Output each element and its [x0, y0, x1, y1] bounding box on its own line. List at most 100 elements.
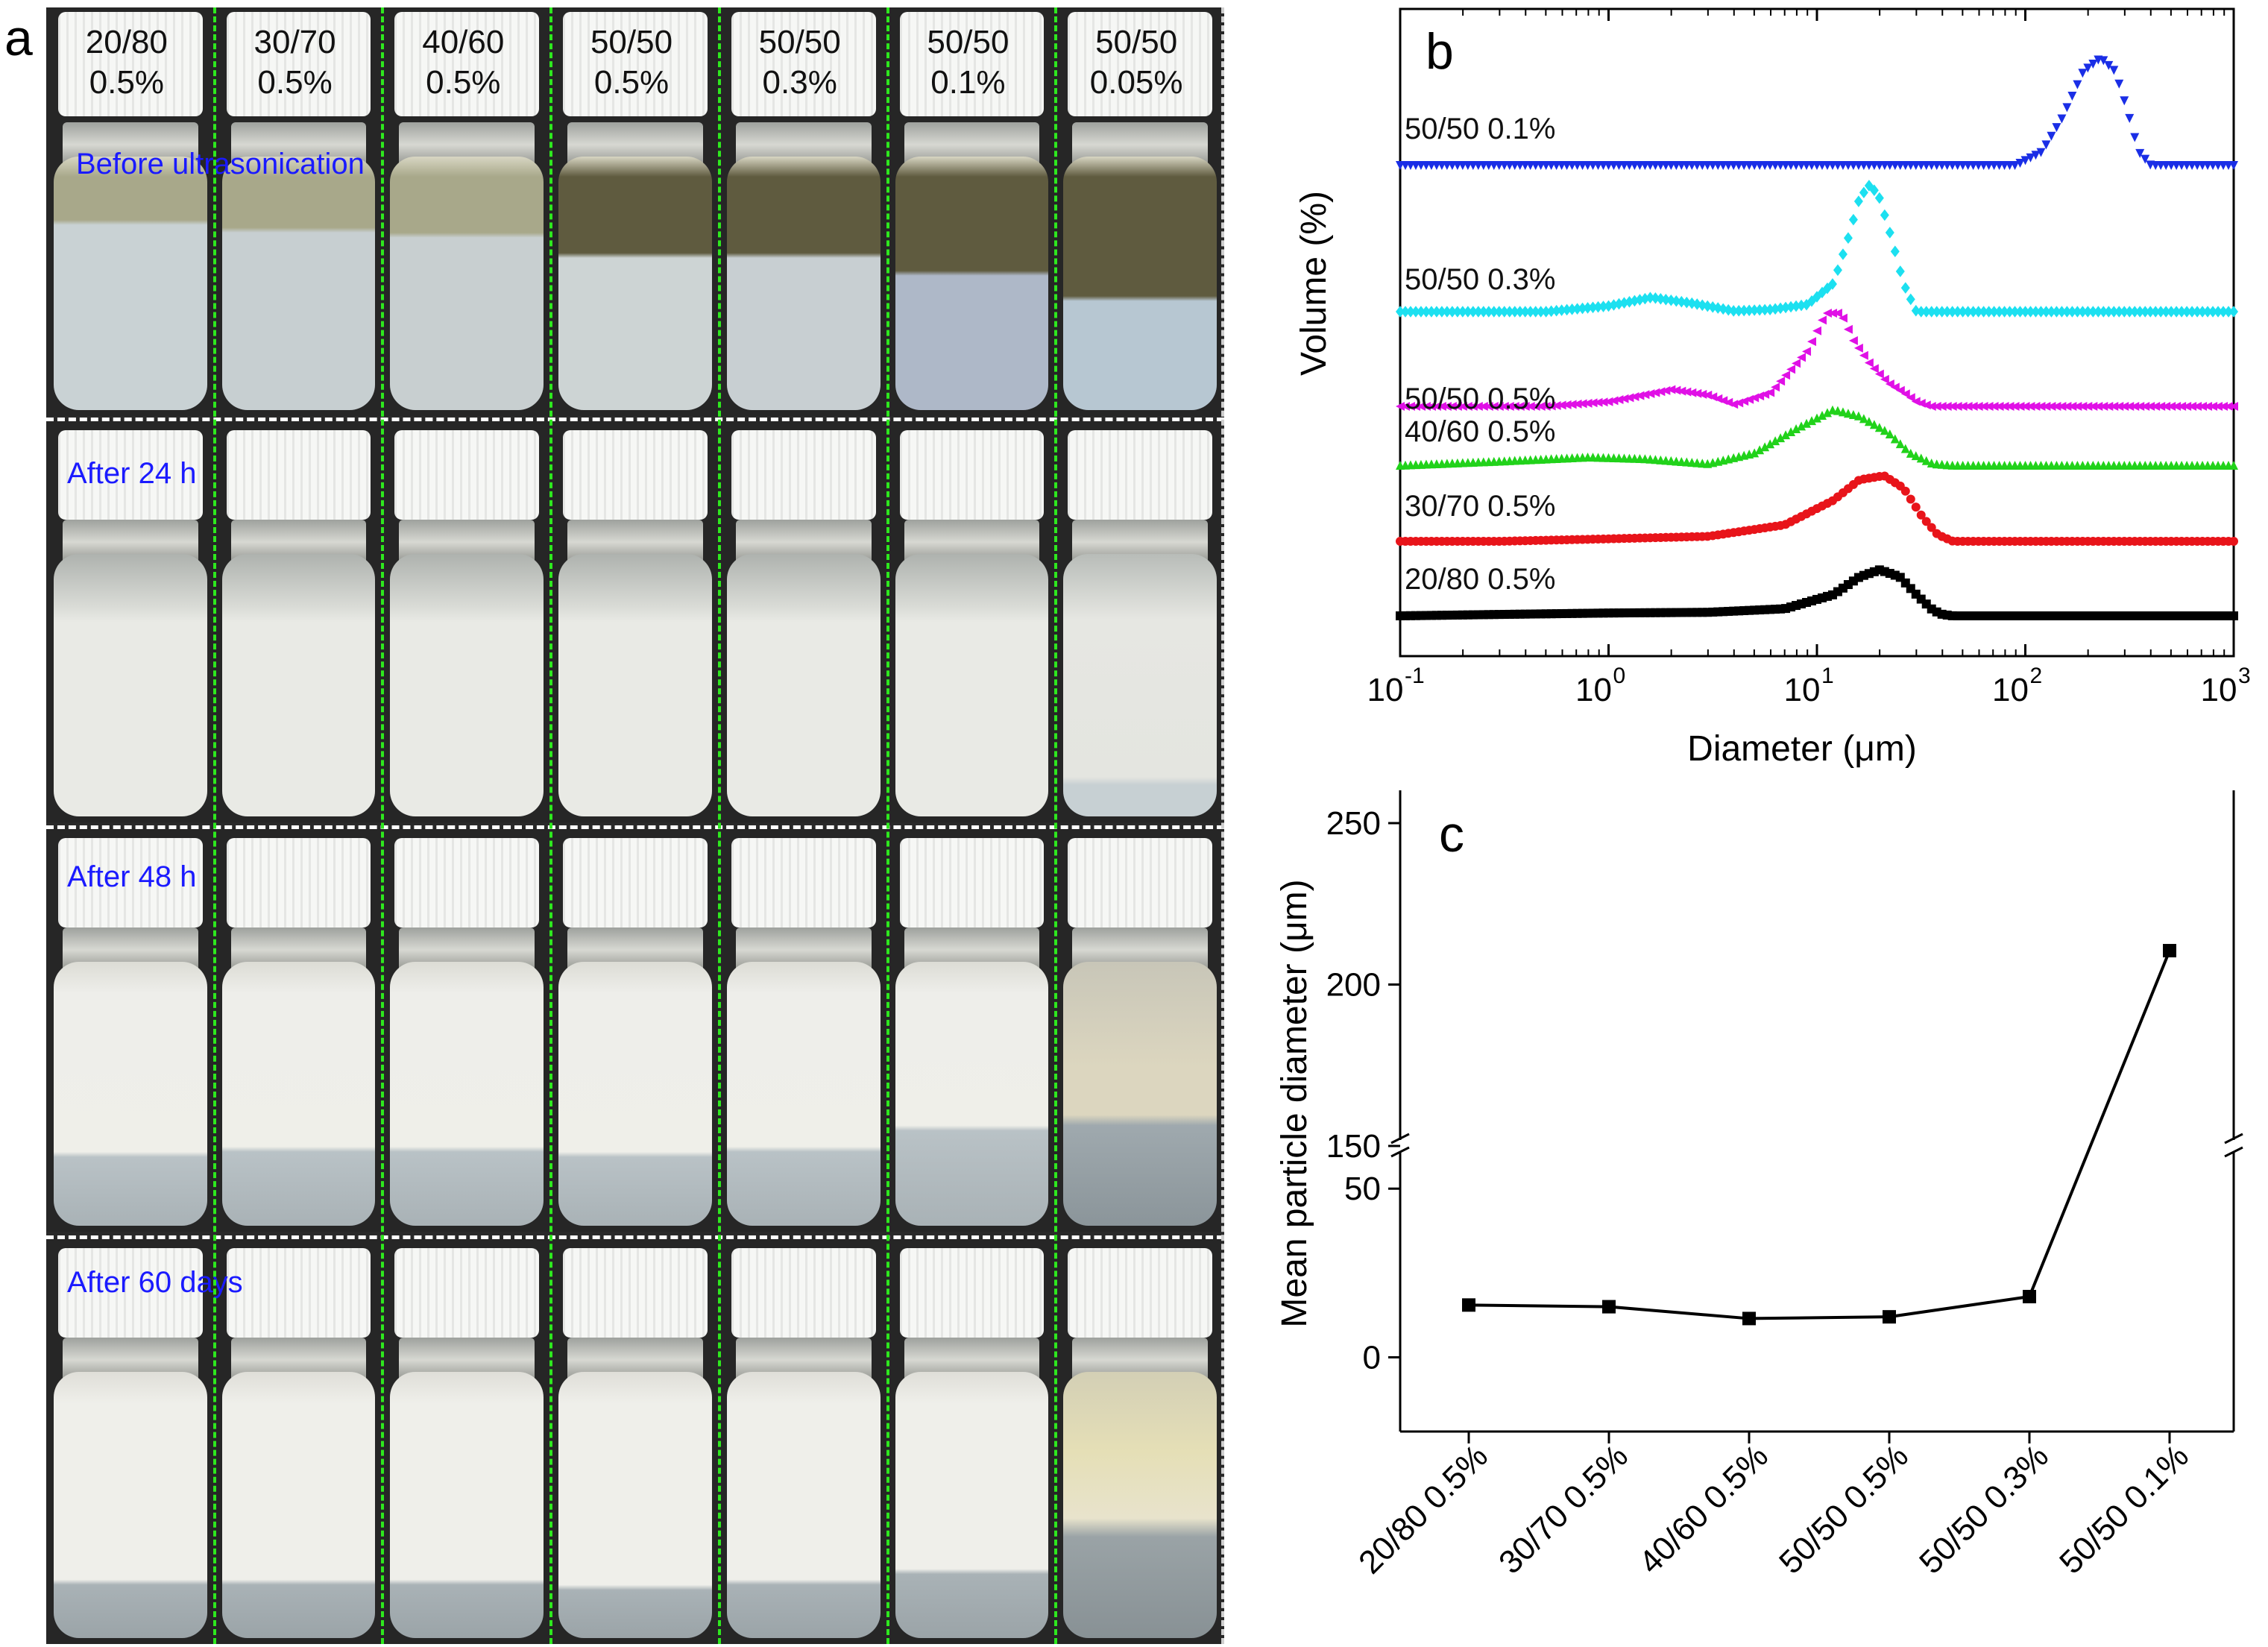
- data-point: [1742, 1311, 1756, 1326]
- data-point: [1478, 402, 1488, 411]
- data-point: [1927, 458, 1936, 467]
- data-point: [1489, 402, 1499, 411]
- data-point: [1771, 382, 1780, 392]
- series-2: [1396, 405, 2238, 470]
- data-point: [1405, 306, 1415, 318]
- data-point: [1416, 306, 1426, 318]
- vial-cap: [1068, 1248, 1212, 1338]
- data-point: [2031, 402, 2041, 411]
- vial: [52, 1238, 209, 1644]
- data-point: [1734, 305, 1744, 317]
- data-point: [2156, 306, 2166, 318]
- series-label: 20/80 0.5%: [1405, 563, 1555, 596]
- data-point: [1812, 413, 1821, 423]
- vial: [1062, 828, 1218, 1232]
- data-point: [1974, 306, 1983, 318]
- data-point: [1572, 399, 1582, 409]
- data-point: [2141, 306, 2150, 318]
- vial-body: [1063, 962, 1217, 1226]
- data-point: [1859, 414, 1868, 423]
- vial: [388, 420, 545, 822]
- data-point: [2041, 140, 2051, 150]
- data-point: [1614, 395, 1624, 405]
- data-point: [1405, 402, 1415, 411]
- data-point: [1468, 402, 1478, 411]
- data-point: [1396, 402, 1405, 411]
- data-point: [2036, 306, 2046, 318]
- data-point: [1989, 402, 1999, 411]
- y-tick-label: 200: [1326, 967, 1381, 1004]
- data-point: [1567, 303, 1577, 315]
- data-point: [1916, 510, 1926, 520]
- data-point: [1729, 400, 1739, 409]
- vial-cap: [394, 838, 540, 928]
- series-1: [1396, 471, 2238, 546]
- panel-letter-b: b: [1426, 23, 1454, 80]
- data-point: [2229, 461, 2238, 470]
- data-point: [1645, 292, 1655, 304]
- data-point: [2088, 59, 2098, 69]
- data-point: [1994, 306, 2004, 318]
- column-divider: [886, 7, 889, 1644]
- data-point: [1484, 402, 1493, 411]
- data-point: [1958, 402, 1968, 411]
- data-point: [1827, 278, 1837, 290]
- data-point: [2078, 306, 2088, 318]
- data-point: [1843, 232, 1853, 244]
- column-divider: [549, 7, 553, 1644]
- data-point: [1927, 402, 1936, 411]
- data-point: [2041, 402, 2051, 411]
- vial-body: [1063, 157, 1217, 410]
- data-point: [2182, 402, 2192, 411]
- data-point: [2130, 306, 2140, 318]
- vial-cap: [899, 838, 1045, 928]
- vial-body: [1063, 1372, 1217, 1638]
- data-point: [2151, 402, 2161, 411]
- data-point: [2104, 306, 2114, 318]
- data-point: [2224, 402, 2234, 411]
- vial-body: [895, 1372, 1049, 1638]
- data-point: [1776, 302, 1786, 315]
- data-point: [2163, 944, 2176, 958]
- vial-cap: [58, 430, 203, 520]
- data-point: [1682, 296, 1692, 309]
- data-point: [1807, 337, 1817, 347]
- data-point: [1411, 306, 1420, 318]
- data-point: [1781, 301, 1791, 314]
- series-0: [1396, 565, 2238, 620]
- data-point: [1609, 299, 1619, 311]
- data-point: [1635, 294, 1645, 306]
- vial-cap: [226, 838, 371, 928]
- data-point: [1979, 402, 1988, 411]
- x-tick-label: 50/50 0.3%: [1912, 1437, 2056, 1581]
- vial-cap: [226, 12, 371, 116]
- data-point: [1833, 309, 1842, 318]
- data-point: [2099, 402, 2108, 411]
- data-point: [1400, 402, 1410, 411]
- data-point: [1708, 301, 1718, 313]
- vial-body: [558, 962, 712, 1226]
- data-point: [2130, 133, 2140, 142]
- data-point: [2088, 402, 2098, 411]
- data-point: [1817, 315, 1827, 325]
- data-point: [1864, 417, 1874, 426]
- data-point: [1906, 448, 1915, 458]
- data-point: [1963, 306, 1973, 318]
- panel-letter-a: a: [4, 10, 33, 66]
- data-point: [1947, 306, 1957, 318]
- y-tick-label: 250: [1326, 805, 1381, 842]
- data-point: [1421, 402, 1431, 411]
- data-point: [1546, 305, 1556, 318]
- data-point: [1651, 388, 1660, 397]
- vial-body: [390, 157, 544, 410]
- data-point: [1942, 306, 1952, 318]
- data-point: [1750, 304, 1760, 316]
- vial: [894, 828, 1050, 1232]
- data-point: [1630, 392, 1639, 402]
- data-point: [2214, 402, 2223, 411]
- data-point: [2182, 306, 2192, 318]
- data-point: [1771, 436, 1780, 446]
- x-tick-label: 30/70 0.5%: [1492, 1437, 1635, 1581]
- data-point: [2156, 402, 2166, 411]
- data-point: [1672, 385, 1681, 395]
